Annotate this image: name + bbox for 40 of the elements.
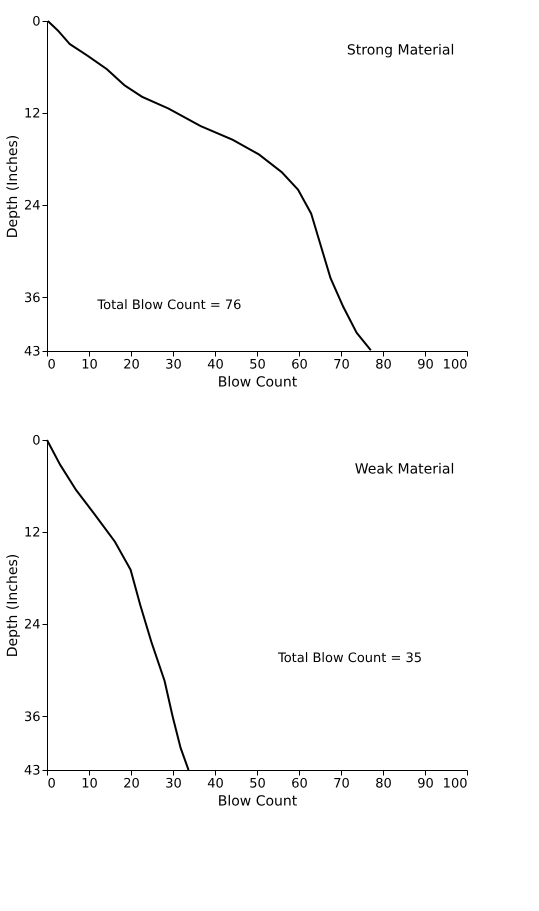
annotation: Total Blow Count = 76 — [96, 298, 242, 313]
text: Strong Material — [346, 42, 454, 59]
y-tick-label: 24 — [24, 198, 40, 214]
x-tick-label: 40 — [207, 358, 224, 372]
y-tick-label: 36 — [24, 290, 40, 306]
text: Weak Material — [354, 462, 454, 478]
y-tick-label: 43 — [24, 344, 40, 360]
x-tick-label: 100 — [442, 358, 468, 372]
x-tick-label: 0 — [48, 776, 56, 792]
x-tick-label: 90 — [417, 358, 434, 372]
y-axis-title: Depth (Inches) — [4, 554, 21, 658]
x-tick-label: 80 — [375, 776, 392, 792]
x-axis-title: Blow Count — [218, 794, 298, 810]
x-tick-label: 10 — [81, 776, 98, 792]
y-tick-label: 12 — [24, 526, 40, 541]
y-axis-title: Depth (Inches) — [4, 134, 21, 238]
x-tick-label: 30 — [165, 358, 182, 372]
y-tick-label: 0 — [32, 434, 40, 448]
x-tick-label: 50 — [249, 776, 266, 792]
x-tick-label: 80 — [375, 358, 392, 372]
x-tick-label: 0 — [48, 358, 56, 372]
x-tick-label: 60 — [291, 776, 308, 792]
x-tick-label: 50 — [249, 358, 266, 372]
y-tick-label: 24 — [24, 618, 40, 633]
x-tick-label: 20 — [123, 358, 140, 372]
x-axis-title: Blow Count — [218, 374, 298, 390]
x-tick-label: 100 — [442, 776, 468, 792]
y-tick-label: 12 — [24, 106, 40, 122]
x-tick-label: 70 — [333, 358, 350, 372]
x-tick-label: 60 — [291, 358, 308, 372]
x-tick-label: 10 — [81, 358, 98, 372]
annotation: Total Blow Count = 35 — [277, 650, 422, 666]
x-tick-label: 40 — [207, 776, 224, 792]
x-tick-label: 70 — [333, 776, 350, 792]
x-tick-label: 20 — [123, 776, 140, 792]
x-tick-label: 90 — [417, 776, 434, 792]
x-tick-label: 30 — [165, 776, 182, 792]
y-tick-label: 43 — [24, 764, 40, 778]
y-tick-label: 36 — [24, 710, 40, 725]
y-tick-label: 0 — [32, 14, 40, 30]
